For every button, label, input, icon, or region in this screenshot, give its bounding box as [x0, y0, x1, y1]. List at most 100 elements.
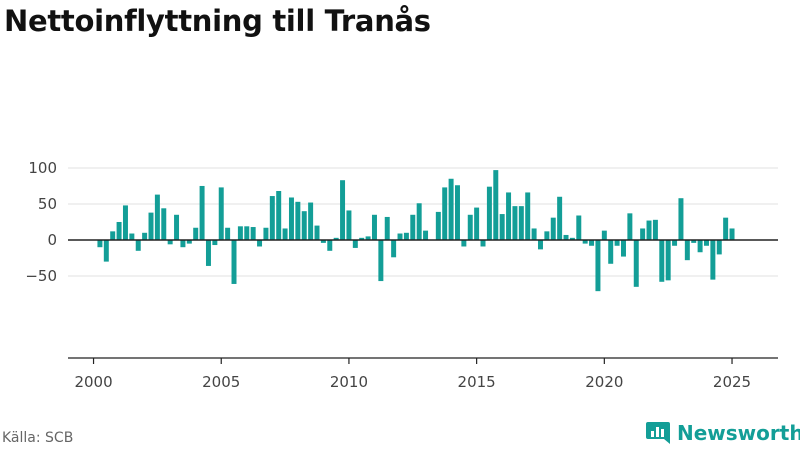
bar	[403, 232, 409, 240]
bar	[282, 228, 288, 240]
x-tick-label: 2010	[330, 373, 368, 391]
bar	[672, 240, 678, 246]
y-tick-label: 50	[38, 195, 57, 213]
bar	[365, 236, 371, 240]
bar	[550, 217, 556, 240]
bar	[237, 226, 243, 240]
bar	[697, 240, 703, 253]
bar	[346, 210, 352, 240]
bar	[729, 228, 735, 240]
bar	[525, 192, 531, 240]
bar	[314, 225, 320, 240]
bar	[589, 240, 595, 246]
bar	[620, 240, 626, 257]
bar	[659, 240, 665, 282]
x-tick-label: 2015	[458, 373, 496, 391]
bar	[257, 240, 263, 247]
bar	[320, 240, 326, 243]
bar	[716, 240, 722, 255]
bar	[186, 240, 192, 244]
bar	[544, 231, 550, 240]
bar	[276, 191, 282, 240]
bar-chart-logo-icon	[646, 422, 670, 444]
bar	[269, 196, 275, 240]
y-tick-label: 0	[47, 231, 57, 249]
bar	[378, 240, 384, 282]
bar	[359, 237, 365, 240]
bar	[506, 192, 512, 240]
x-tick-labels: 2000 2005 2010 2015 2020 2025	[74, 358, 751, 391]
bar	[384, 216, 390, 240]
source-note: Källa: SCB	[2, 430, 74, 446]
bar	[397, 233, 403, 240]
bar	[684, 240, 690, 261]
bar	[652, 219, 658, 240]
bar	[614, 240, 620, 246]
bar	[135, 240, 141, 251]
bar	[640, 228, 646, 240]
bar	[295, 201, 301, 240]
bar	[518, 206, 524, 240]
bar	[340, 180, 346, 240]
bar	[212, 240, 218, 246]
bar	[499, 214, 505, 240]
bar	[710, 240, 716, 280]
bar	[416, 203, 422, 240]
bar	[480, 240, 486, 247]
bar	[250, 227, 256, 240]
bar	[569, 237, 575, 240]
bar	[199, 185, 205, 240]
bar	[595, 240, 601, 292]
bar	[601, 230, 607, 240]
bar	[231, 240, 237, 284]
bar	[308, 202, 314, 240]
bar	[723, 217, 729, 240]
bar	[576, 215, 582, 240]
bar	[288, 197, 294, 240]
bar	[327, 240, 333, 251]
x-tick-label: 2000	[74, 373, 112, 391]
bar	[263, 227, 269, 240]
bar	[435, 211, 441, 240]
bar-chart: 100 50 0 −50 2000 2005 2010 2015 2020 2025	[25, 159, 778, 391]
x-tick-label: 2005	[202, 373, 240, 391]
brand-name: Newsworthy	[677, 421, 800, 445]
bar	[154, 194, 160, 240]
bar	[633, 240, 639, 287]
bar	[665, 240, 671, 281]
bar	[608, 240, 614, 264]
bar	[646, 220, 652, 240]
bar	[103, 240, 109, 262]
bars	[97, 170, 735, 292]
bar	[448, 178, 454, 240]
brand-logo: Newsworthy	[645, 420, 800, 446]
chart-title: Nettoinflyttning till Tranås	[4, 4, 431, 38]
bar	[110, 231, 116, 240]
bar	[474, 207, 480, 240]
bar	[691, 240, 697, 243]
bar	[703, 240, 709, 246]
bar	[180, 240, 186, 248]
bar	[161, 208, 167, 240]
bar	[97, 240, 103, 248]
bar	[442, 187, 448, 240]
y-tick-label: −50	[25, 267, 57, 285]
bar	[512, 206, 518, 240]
y-tick-labels: 100 50 0 −50	[25, 159, 57, 285]
bar	[352, 240, 358, 248]
bar	[678, 198, 684, 240]
bar	[333, 237, 339, 240]
bar	[410, 214, 416, 240]
bar	[454, 185, 460, 240]
bar	[493, 170, 499, 240]
bar	[225, 227, 231, 240]
bar	[582, 240, 588, 244]
bar	[557, 196, 563, 240]
bar	[218, 187, 224, 240]
bar	[167, 240, 173, 245]
bar	[467, 214, 473, 240]
bar	[461, 240, 467, 247]
bar	[391, 240, 397, 258]
bar	[142, 232, 148, 240]
bar	[129, 233, 135, 240]
